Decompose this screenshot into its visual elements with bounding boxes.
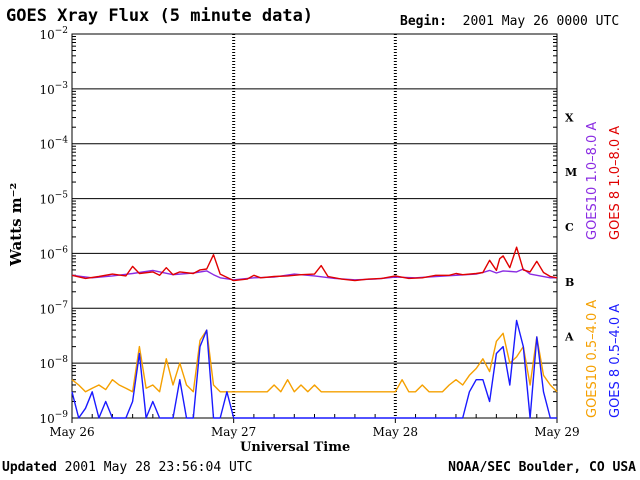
series-line-1	[71, 246, 558, 282]
y-tick-label: 10−4	[39, 136, 68, 152]
y-tick-label: 10−7	[39, 300, 68, 316]
updated-timestamp: Updated 2001 May 28 23:56:04 UTC	[2, 460, 252, 475]
series-line-2	[71, 329, 558, 393]
y-tick-label: 10−5	[39, 191, 68, 207]
x-tick-label: May 27	[211, 425, 256, 439]
y-tick-label: 10−6	[39, 245, 68, 261]
series-line-0	[71, 268, 557, 281]
flare-class-label: M	[565, 166, 577, 179]
y-axis-label: Watts m⁻²	[7, 183, 25, 267]
legend-entry-1: GOES 8 1.0–8.0 A	[608, 126, 623, 240]
y-tick-label: 10−2	[39, 26, 68, 42]
updated-label: Updated	[2, 460, 57, 475]
legend-entry-2: GOES10 0.5–4.0 A	[585, 300, 600, 418]
y-tick-label: 10−3	[39, 81, 68, 97]
x-tick-label: May 28	[373, 425, 418, 439]
x-tick-label: May 26	[49, 425, 94, 439]
begin-value: 2001 May 26 0000 UTC	[462, 14, 620, 29]
y-tick-label: 10−8	[39, 355, 68, 371]
legend-entry-3: GOES 8 0.5–4.0 A	[608, 304, 623, 418]
y-tick-label: 10−9	[39, 410, 68, 426]
flare-class-label: A	[564, 331, 574, 344]
begin-label: Begin:	[400, 14, 447, 29]
flare-class-label: X	[565, 111, 574, 124]
data-source: NOAA/SEC Boulder, CO USA	[448, 460, 636, 475]
flare-class-label: B	[565, 276, 574, 289]
series-line-3	[71, 319, 557, 419]
updated-value: 2001 May 28 23:56:04 UTC	[64, 460, 253, 475]
legend-entry-0: GOES10 1.0–8.0 A	[585, 122, 600, 240]
begin-timestamp: Begin: 2001 May 26 0000 UTC	[400, 14, 619, 29]
flare-class-label: C	[565, 221, 574, 234]
x-axis-label: Universal Time	[240, 440, 351, 455]
chart-title: GOES Xray Flux (5 minute data)	[6, 6, 314, 26]
x-tick-label: May 29	[534, 425, 579, 439]
